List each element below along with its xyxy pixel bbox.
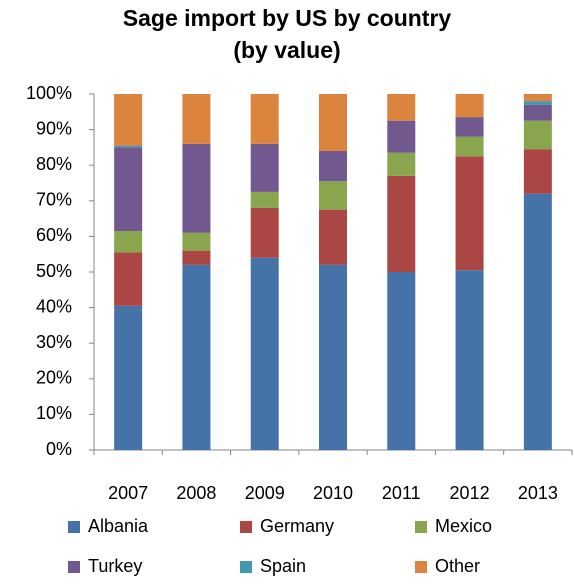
x-tick-label: 2010 [313,483,353,503]
y-tick-label: 0% [46,439,72,459]
legend-label: Spain [260,556,306,576]
bar-segment [114,145,143,148]
bar-segment [250,257,279,450]
legend-swatch [240,521,252,533]
bar-segment [250,191,279,208]
bar-segment [114,252,143,306]
bar-segment [319,264,347,450]
chart-title: (by value) [233,37,340,63]
y-tick-label: 10% [36,403,72,423]
bar-segment [250,94,279,144]
bar-segment [455,94,484,118]
y-tick-label: 90% [36,118,72,138]
bar-segment [455,156,484,271]
x-tick-label: 2011 [382,483,421,503]
bar-segment [114,305,143,450]
bar-segment [319,94,347,151]
legend-swatch [415,561,427,573]
bar-segment [523,120,552,150]
bar-segment [182,143,211,233]
bar-segment [182,94,211,144]
bar-segment [387,152,416,176]
bar-segment [455,270,484,450]
x-tick-label: 2013 [518,483,558,503]
bar-segment [250,143,279,192]
bar-segment [455,117,484,137]
bar-segment [523,94,552,102]
bar-segment [387,94,416,121]
y-tick-label: 60% [36,225,72,245]
legend-swatch [68,561,80,573]
bar-segment [523,193,552,450]
bar-segment [523,101,552,105]
bar-segment [250,207,279,258]
legend-swatch [240,561,252,573]
y-tick-label: 100% [26,83,72,103]
bar-segment [182,232,211,251]
bar-segment [182,250,211,265]
y-tick-label: 80% [36,154,72,174]
bar-segment [387,175,416,272]
bar-segment [319,181,347,210]
x-tick-label: 2009 [245,483,285,503]
legend-swatch [415,521,427,533]
legend-label: Other [435,556,480,576]
bar-segment [523,149,552,194]
x-tick-label: 2007 [108,483,148,503]
bar-segment [319,150,347,182]
legend-label: Albania [88,516,149,536]
y-tick-label: 50% [36,261,72,281]
legend-label: Turkey [88,556,142,576]
legend-label: Mexico [435,516,492,536]
y-tick-label: 20% [36,368,72,388]
bar-segment [387,120,416,153]
chart-title: Sage import by US by country [123,5,452,31]
y-tick-label: 70% [36,190,72,210]
legend-swatch [68,521,80,533]
legend-label: Germany [260,516,334,536]
x-tick-label: 2008 [176,483,216,503]
bar-segment [455,136,484,157]
bar-segment [182,264,211,450]
bar-segment [387,272,416,450]
bar-segment [319,209,347,265]
bar-segment [523,104,552,121]
y-tick-label: 30% [36,332,72,352]
bar-segment [114,147,143,232]
x-tick-label: 2012 [450,483,490,503]
y-tick-label: 40% [36,296,72,316]
bar-segment [114,94,143,146]
bar-segment [114,231,143,253]
